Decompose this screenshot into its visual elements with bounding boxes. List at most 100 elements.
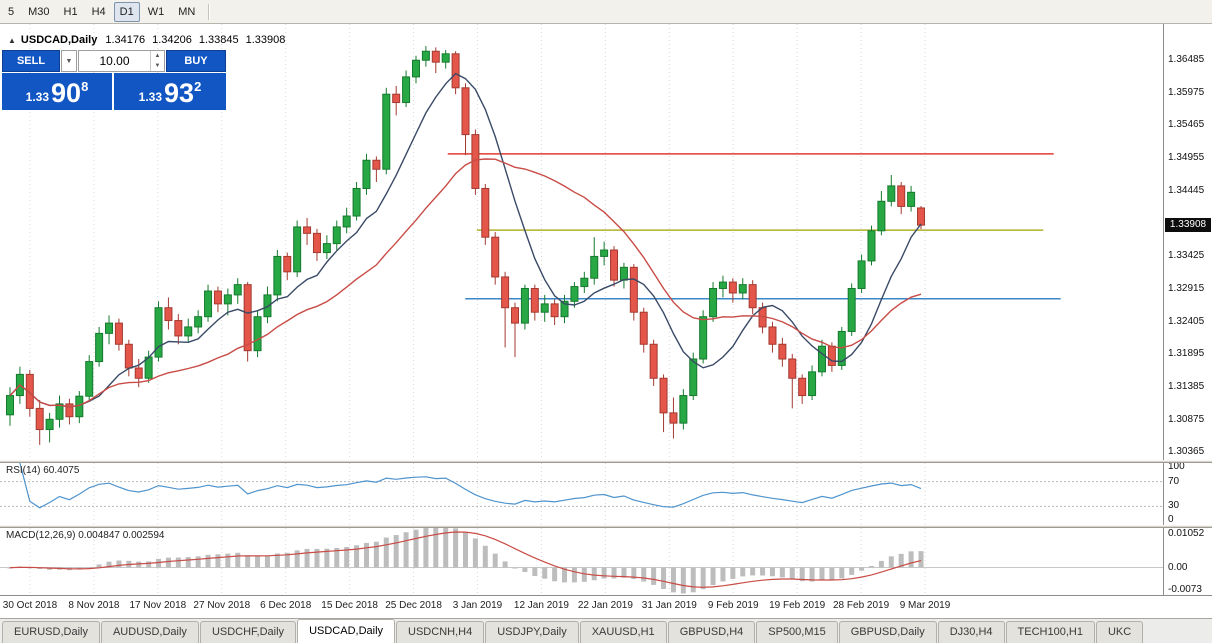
lot-dropdown-button[interactable]: ▼	[61, 50, 77, 72]
tab-gbpusd-daily[interactable]: GBPUSD,Daily	[838, 621, 937, 643]
macd-histogram-bar	[819, 567, 825, 581]
candle-body	[65, 403, 74, 418]
candlestick-chart[interactable]	[0, 24, 1163, 460]
price-axis[interactable]: 1.36485 1.35975 1.35465 1.34955 1.34445 1.339…	[1163, 24, 1212, 595]
symbol-label: USDCAD,Daily	[20, 34, 98, 46]
macd-histogram-bar	[552, 567, 558, 582]
candle-body	[312, 232, 321, 254]
price-axis-label: 1.30875	[1168, 413, 1205, 425]
date-axis[interactable]: 30 Oct 2018 8 Nov 2018 17 Nov 2018 27 Nov 2…	[0, 595, 1212, 618]
ask-price-big: 93	[164, 78, 195, 108]
main-price-pane[interactable]: ▲ USDCAD,Daily 1.34176 1.34206 1.33845 1.3390…	[0, 24, 1163, 460]
macd-histogram-bar	[839, 567, 845, 579]
one-click-panel-toggle-icon[interactable]: ▲	[8, 36, 16, 45]
candle-body	[362, 159, 371, 189]
bid-price-button[interactable]: 1.33 90 8	[2, 73, 112, 110]
candle-body	[441, 53, 450, 63]
candle-body	[303, 226, 312, 234]
macd-chart[interactable]	[0, 528, 1163, 595]
rsi-line	[19, 463, 922, 509]
tab-ukc[interactable]: UKC	[1095, 621, 1144, 643]
macd-histogram-bar	[185, 557, 191, 568]
candle-body	[95, 332, 104, 363]
macd-histogram-bar	[472, 538, 478, 568]
tab-usdcad-daily[interactable]: USDCAD,Daily	[297, 619, 396, 643]
macd-histogram-bar	[799, 567, 805, 582]
candle-body	[164, 307, 173, 322]
timeframe-button-m30[interactable]: M30	[28, 5, 50, 18]
tab-gbpusd-h4[interactable]: GBPUSD,H4	[667, 621, 756, 643]
pane-splitter[interactable]	[0, 525, 1212, 528]
candle-body	[669, 412, 678, 424]
candle-body	[382, 93, 391, 170]
candle-body	[392, 93, 401, 104]
tab-usdcnh-h4[interactable]: USDCNH,H4	[396, 621, 485, 643]
timeframe-button-mn[interactable]: MN	[178, 5, 196, 18]
macd-histogram-bar	[334, 547, 340, 568]
spin-up-icon[interactable]: ▲	[154, 53, 161, 59]
candle-body	[85, 361, 94, 397]
price-axis-label: 1.33425	[1168, 250, 1205, 262]
spin-down-icon[interactable]: ▼	[154, 63, 161, 69]
ohlc-open: 1.34176	[105, 34, 146, 46]
date-axis-label: 3 Jan 2019	[452, 600, 503, 611]
candle-body	[798, 377, 807, 397]
candle-body	[124, 343, 133, 369]
macd-histogram-bar	[760, 567, 766, 576]
pane-splitter[interactable]	[0, 460, 1212, 463]
tab-eurusd-daily[interactable]: EURUSD,Daily	[2, 621, 100, 643]
macd-histogram-bar	[413, 529, 419, 568]
candle-body	[877, 200, 886, 232]
one-click-trading-panel: SELL ▼ ▲ ▼ BUY 1.33 90 8	[2, 50, 226, 110]
macd-histogram-bar	[868, 566, 874, 568]
macd-pane[interactable]: MACD(12,26,9) 0.004847 0.002594	[0, 528, 1163, 595]
ohlc-high: 1.34206	[152, 34, 192, 46]
macd-axis-label: 0.00	[1168, 561, 1188, 573]
rsi-chart[interactable]	[0, 463, 1163, 525]
lot-size-input[interactable]	[79, 51, 150, 71]
price-axis-label: 1.32405	[1168, 315, 1205, 327]
timeframe-button-d1[interactable]: D1	[113, 1, 140, 22]
macd-histogram-bar	[710, 567, 716, 586]
macd-histogram-bar	[720, 567, 726, 582]
rsi-pane[interactable]: RSI(14) 60.4075	[0, 463, 1163, 525]
timeframe-button-w1[interactable]: W1	[147, 5, 165, 18]
candle-body	[639, 311, 648, 345]
trade-panel-top-row: SELL ▼ ▲ ▼ BUY	[2, 50, 226, 72]
timeframe-button-5[interactable]: 5	[8, 5, 15, 18]
rsi-axis-label: 70	[1168, 475, 1180, 487]
candle-body	[649, 343, 658, 379]
tab-tech100-h1[interactable]: TECH100,H1	[1005, 621, 1095, 643]
date-axis-label: 9 Mar 2019	[899, 600, 951, 611]
tab-usdjpy-daily[interactable]: USDJPY,Daily	[485, 621, 579, 643]
macd-histogram-bar	[740, 567, 746, 577]
chart-title: ▲ USDCAD,Daily 1.34176 1.34206 1.33845 1.3390…	[8, 34, 292, 46]
timeframe-button-h4[interactable]: H4	[91, 5, 106, 18]
date-axis-label: 6 Dec 2018	[260, 600, 312, 611]
timeframe-toolbar: 5 M30 H1 H4 D1 W1 MN	[0, 0, 1212, 24]
timeframe-button-h1[interactable]: H1	[63, 5, 78, 18]
macd-histogram-bar	[354, 545, 360, 568]
sell-button[interactable]: SELL	[2, 50, 60, 72]
tab-sp500-m15[interactable]: SP500,M15	[756, 621, 838, 643]
buy-button[interactable]: BUY	[166, 50, 226, 72]
candle-body	[174, 320, 183, 337]
tab-audusd-daily[interactable]: AUDUSD,Daily	[100, 621, 199, 643]
tab-usdchf-daily[interactable]: USDCHF,Daily	[199, 621, 297, 643]
tab-dj30-h4[interactable]: DJ30,H4	[937, 621, 1005, 643]
tab-xauusd-h1[interactable]: XAUUSD,H1	[579, 621, 667, 643]
macd-histogram-bar	[492, 553, 498, 568]
candle-body	[293, 226, 302, 273]
macd-histogram-bar	[878, 560, 884, 568]
ask-price-button[interactable]: 1.33 93 2	[114, 73, 226, 110]
rsi-label: RSI(14) 60.4075	[6, 465, 80, 476]
macd-histogram-bar	[106, 561, 112, 568]
candle-body	[917, 207, 925, 226]
macd-histogram-bar	[383, 537, 389, 568]
ask-price-sup: 2	[194, 79, 202, 94]
candle-body	[352, 187, 361, 217]
lot-spinner: ▲ ▼	[150, 51, 164, 71]
macd-label: MACD(12,26,9) 0.004847 0.002594	[6, 530, 165, 541]
current-price-tag: 1.33908	[1165, 218, 1211, 233]
macd-histogram-bar	[255, 555, 261, 568]
